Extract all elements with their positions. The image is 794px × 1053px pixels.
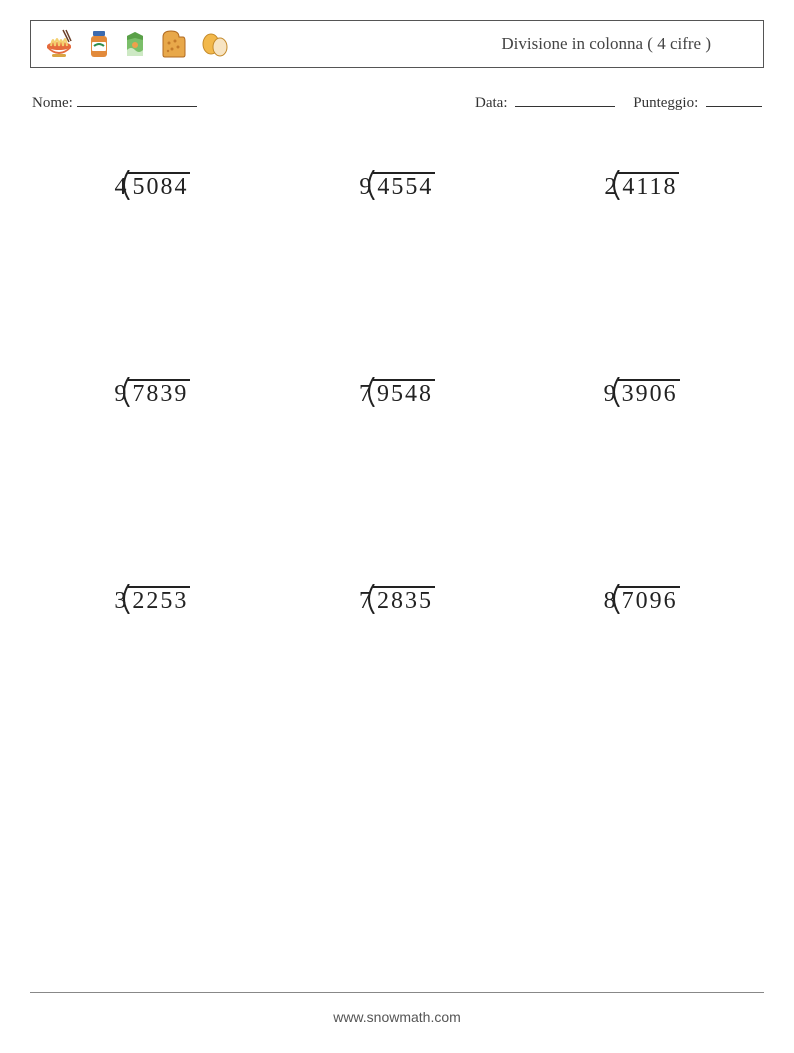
divisor: 9: [604, 381, 618, 407]
dividend: 4554: [373, 172, 435, 200]
dividend: 7096: [618, 586, 680, 614]
noodles-icon: [43, 28, 75, 60]
division-problem: 93906: [604, 379, 680, 406]
divisor: 7: [359, 588, 373, 614]
footer-divider: [30, 992, 764, 993]
carton-icon: [123, 28, 147, 60]
dividend: 2835: [373, 586, 435, 614]
bread-icon: [159, 29, 187, 59]
long-division-bracket: 2253: [128, 586, 190, 613]
footer-url: www.snowmath.com: [0, 1009, 794, 1025]
long-division-bracket: 4554: [373, 172, 435, 199]
divisor: 3: [114, 588, 128, 614]
name-blank[interactable]: [77, 92, 197, 107]
dividend: 3906: [618, 379, 680, 407]
score-label: Punteggio:: [633, 95, 698, 111]
eggs-icon: [199, 30, 231, 58]
divisor: 8: [604, 588, 618, 614]
long-division-bracket: 7096: [618, 586, 680, 613]
divisor: 4: [114, 174, 128, 200]
divisor: 2: [604, 174, 618, 200]
long-division-bracket: 2835: [373, 586, 435, 613]
date-label: Data:: [475, 95, 507, 111]
long-division-bracket: 9548: [373, 379, 435, 406]
long-division-bracket: 7839: [128, 379, 190, 406]
problems-grid: 4508494554241189783979548939063225372835…: [30, 172, 764, 613]
divisor: 9: [359, 174, 373, 200]
dividend: 7839: [128, 379, 190, 407]
info-row: Nome: Data: Punteggio:: [32, 92, 762, 112]
dividend: 9548: [373, 379, 435, 407]
division-problem: 87096: [604, 586, 680, 613]
dividend: 5084: [128, 172, 190, 200]
problem-row: 32253 72835 87096: [30, 586, 764, 613]
name-label: Nome:: [32, 95, 73, 112]
dividend: 4118: [618, 172, 679, 200]
long-division-bracket: 3906: [618, 379, 680, 406]
dividend: 2253: [128, 586, 190, 614]
long-division-bracket: 4118: [618, 172, 679, 199]
division-problem: 79548: [359, 379, 435, 406]
header-box: Divisione in colonna ( 4 cifre ): [30, 20, 764, 68]
long-division-bracket: 5084: [128, 172, 190, 199]
date-blank[interactable]: [515, 92, 615, 107]
header-icons: [43, 28, 231, 60]
problem-row: 978397954893906: [30, 379, 764, 406]
division-problem: 24118: [604, 172, 679, 199]
worksheet-title: Divisione in colonna ( 4 cifre ): [501, 34, 751, 54]
jar-icon: [87, 28, 111, 60]
divisor: 9: [114, 381, 128, 407]
problem-row: 45084 94554 24118: [30, 172, 764, 199]
score-blank[interactable]: [706, 92, 762, 107]
division-problem: 45084: [114, 172, 190, 199]
divisor: 7: [359, 381, 373, 407]
division-problem: 32253: [114, 586, 190, 613]
division-problem: 94554: [359, 172, 435, 199]
division-problem: 97839: [114, 379, 190, 406]
division-problem: 72835: [359, 586, 435, 613]
